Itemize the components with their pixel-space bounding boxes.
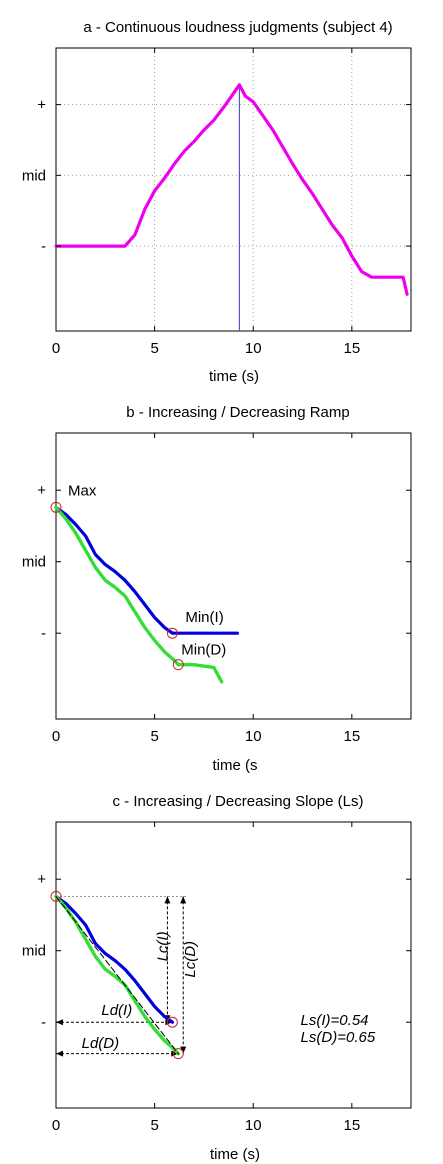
panel-c-lc-d-arrowhead-bottom xyxy=(180,1046,187,1054)
panel-a-ytick-label-2: + xyxy=(37,97,46,114)
panel-c-axes-frame xyxy=(55,821,412,1109)
panel-b-xlabel: time (s xyxy=(213,757,258,774)
panel-c-ytick-label-1: mid xyxy=(22,943,46,960)
panel-c-ytick-label-0: - xyxy=(41,1014,46,1031)
panel-a-xtick-label-2: 10 xyxy=(245,340,262,357)
panel-a-xtick-label-0: 0 xyxy=(52,340,60,357)
panel-b-xtick-label-2: 10 xyxy=(245,728,262,745)
panel-c-ld-d-arrowhead-left xyxy=(56,1050,63,1057)
panel-c-annotation-4: Ls(I)=0.54 xyxy=(301,1012,369,1029)
panel-c-lc-i-arrowhead-top xyxy=(164,896,171,904)
panel-c-annotation-5: Ls(D)=0.65 xyxy=(301,1029,376,1046)
panel-c-lc-d-arrowhead-top xyxy=(180,896,187,904)
panel-c-xtick-label-3: 15 xyxy=(343,1117,360,1134)
panel-b-marker-0 xyxy=(50,501,62,513)
panel-a: a - Continuous loudness judgments (subje… xyxy=(22,19,412,385)
panel-c: c - Increasing / Decreasing Slope (Ls) 0… xyxy=(22,793,412,1163)
panel-c-marker-2 xyxy=(172,1048,184,1060)
panel-c-title: c - Increasing / Decreasing Slope (Ls) xyxy=(113,793,364,810)
panel-c-xlabel: time (s) xyxy=(210,1146,260,1163)
panel-c-annotation-3: Ld(D) xyxy=(82,1035,120,1052)
panel-b-marker-2 xyxy=(172,659,184,671)
panel-c-series-1-line xyxy=(54,894,180,1056)
panel-b-ytick-label-2: + xyxy=(37,482,46,499)
panel-b-xtick-label-0: 0 xyxy=(52,728,60,745)
panel-c-annotation-0: Lc(I) xyxy=(154,931,171,961)
panel-c-ytick-label-2: + xyxy=(37,871,46,888)
panel-a-series-0-line xyxy=(54,83,409,296)
panel-b-annotation-1: Min(I) xyxy=(185,609,223,626)
panel-b-annotation-2: Min(D) xyxy=(181,642,226,659)
panel-a-title: a - Continuous loudness judgments (subje… xyxy=(83,19,392,36)
panel-c-series-0-line xyxy=(54,894,174,1024)
panel-a-xtick-label-1: 5 xyxy=(150,340,158,357)
panel-b-xtick-label-1: 5 xyxy=(150,728,158,745)
panel-b-axes-frame xyxy=(55,432,412,720)
panel-b-series-0-line xyxy=(54,505,239,635)
panel-a-ytick-label-0: - xyxy=(41,238,46,255)
panel-a-ytick-label-1: mid xyxy=(22,167,46,184)
panel-a-xtick-label-3: 15 xyxy=(343,340,360,357)
panel-b: b - Increasing / Decreasing Ramp 0 5 10 15 -… xyxy=(22,404,412,774)
panel-a-grid xyxy=(56,48,411,331)
panel-b-annotation-0: Max xyxy=(68,482,97,499)
panel-c-xtick-label-0: 0 xyxy=(52,1117,60,1134)
panel-c-xtick-label-2: 10 xyxy=(245,1117,262,1134)
panel-b-marker-1 xyxy=(166,627,178,639)
panel-c-annotation-2: Ld(I) xyxy=(101,1002,132,1019)
panel-b-ytick-label-1: mid xyxy=(22,554,46,571)
panel-c-annotation-1: Lc(D) xyxy=(182,941,199,978)
panel-c-slope-line xyxy=(55,895,179,1055)
panel-b-title: b - Increasing / Decreasing Ramp xyxy=(126,404,349,421)
panel-c-marker-1 xyxy=(166,1016,178,1028)
panel-b-ytick-label-0: - xyxy=(41,625,46,642)
panel-c-marker-0 xyxy=(50,890,62,902)
panel-a-xlabel: time (s) xyxy=(209,368,259,385)
panel-a-axes-frame xyxy=(55,47,412,332)
panel-b-xtick-label-3: 15 xyxy=(343,728,360,745)
panel-c-xtick-label-1: 5 xyxy=(150,1117,158,1134)
